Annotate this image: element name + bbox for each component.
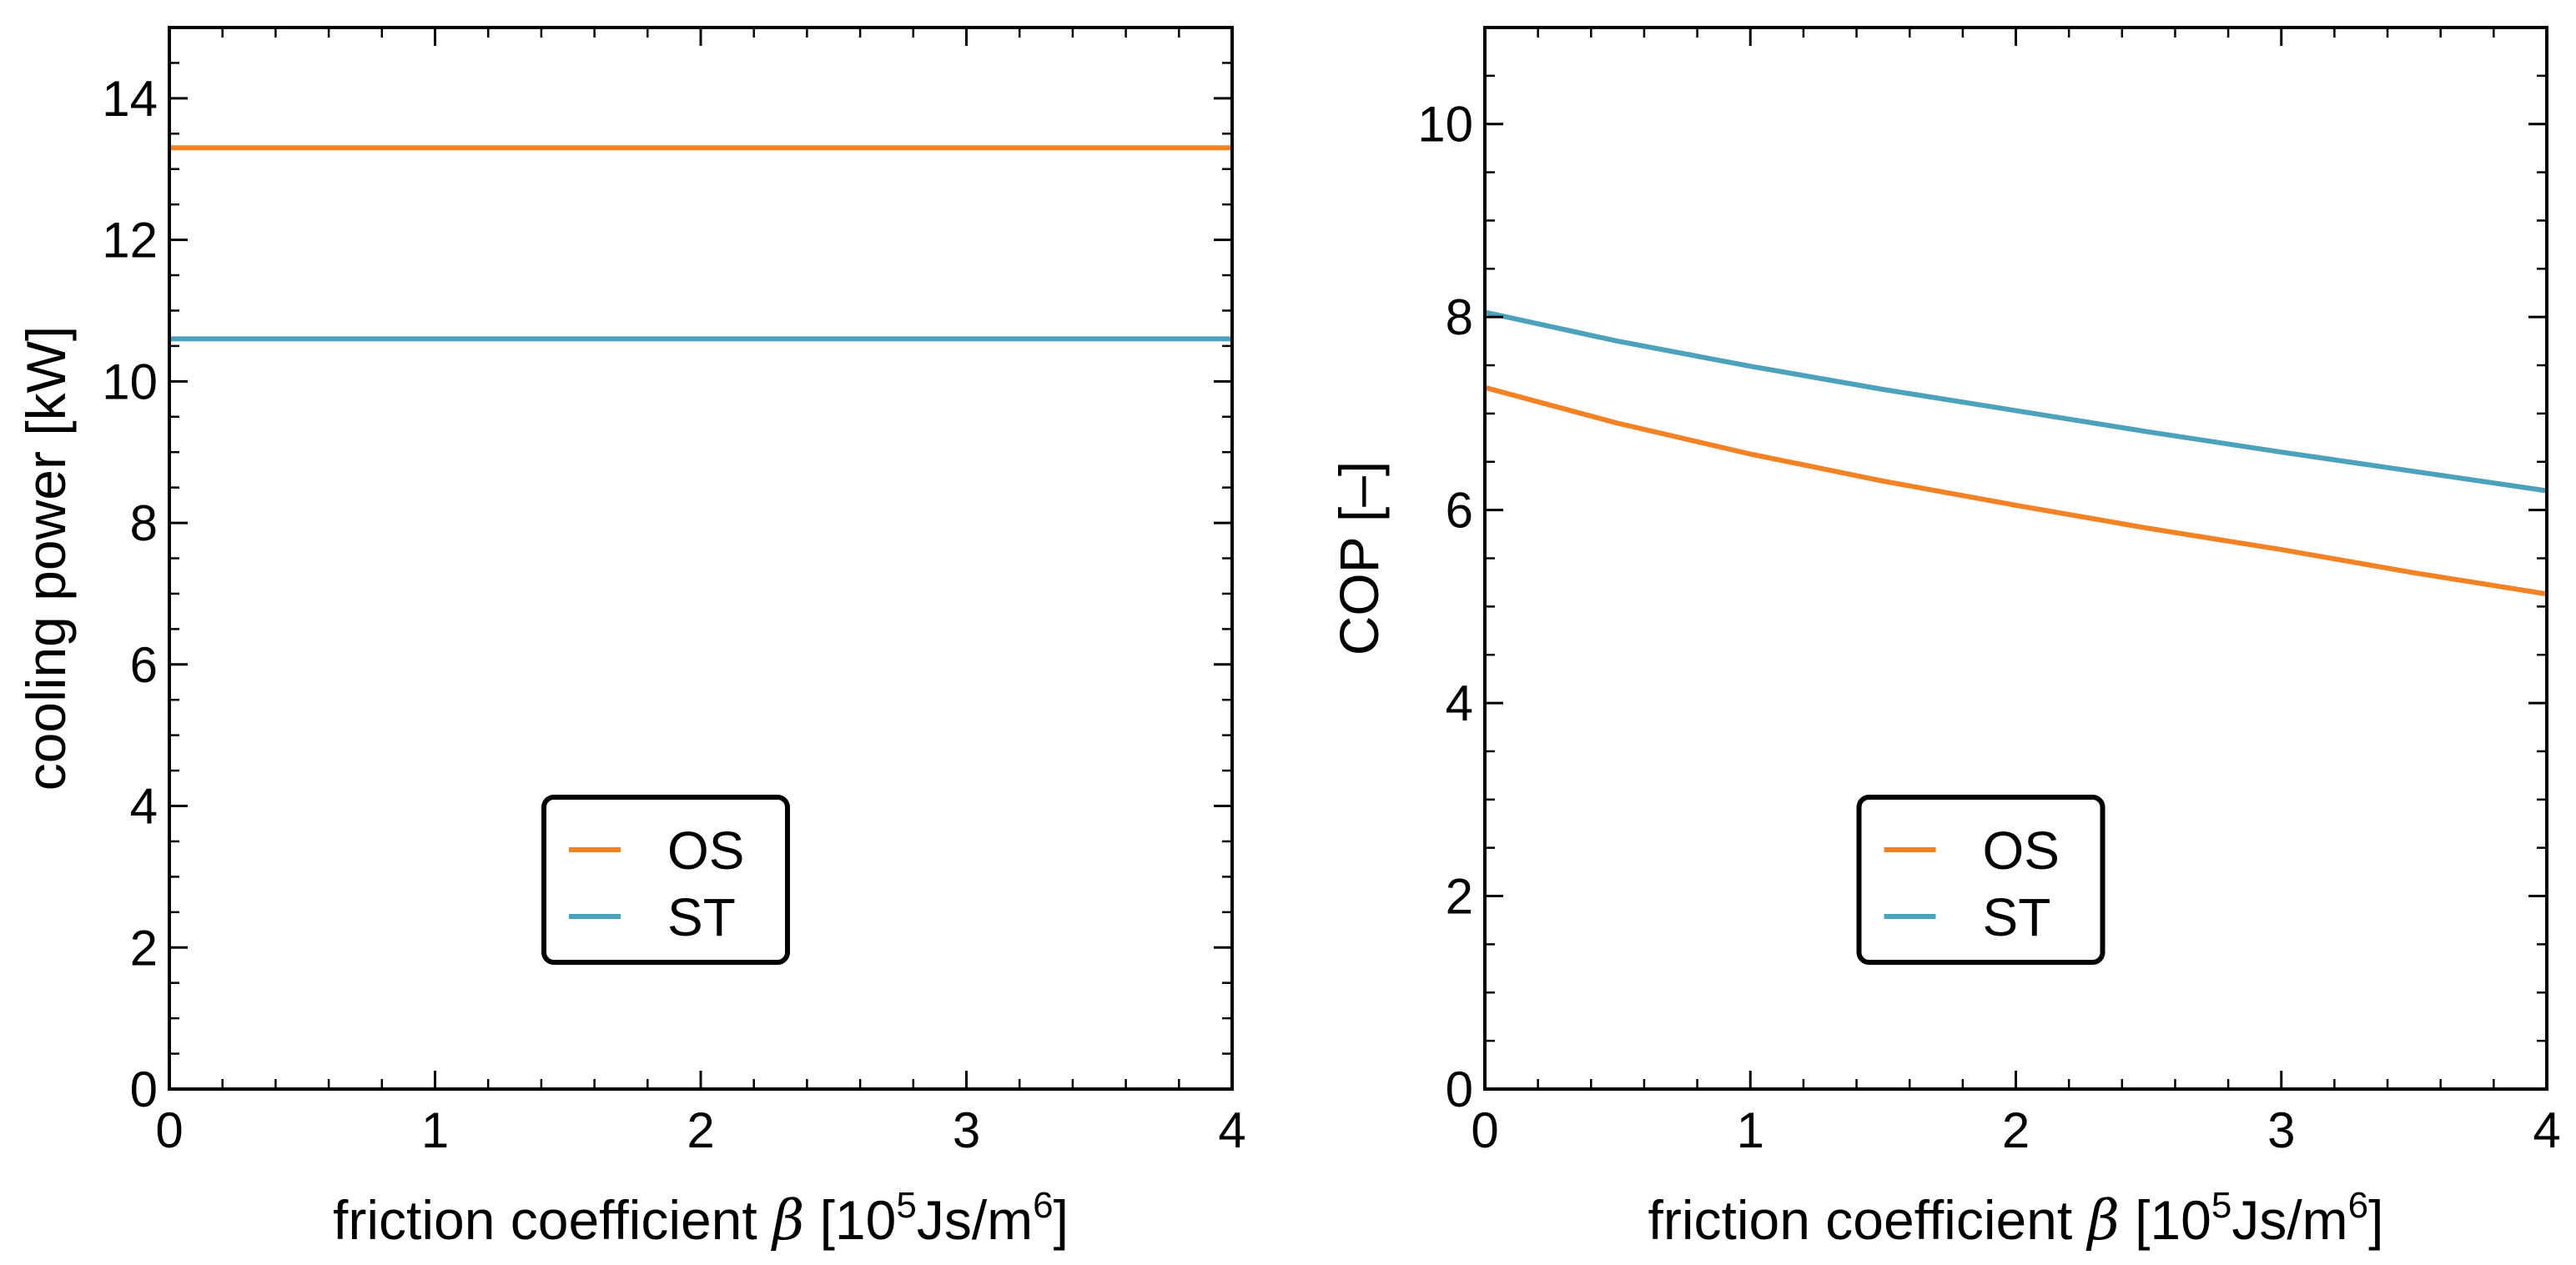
legend-label-st: ST xyxy=(1983,887,2051,947)
x-tick-label: 2 xyxy=(2002,1102,2030,1158)
legend-box xyxy=(541,795,790,965)
x-axis-label-symbol: β xyxy=(770,1188,804,1252)
x-axis-label-exp2: 6 xyxy=(1033,1185,1053,1226)
y-tick-label: 14 xyxy=(102,71,158,127)
x-axis-label-exp1: 5 xyxy=(896,1185,916,1226)
legend-box xyxy=(1856,795,2106,965)
y-tick-label: 8 xyxy=(130,495,158,551)
y-tick-label: 10 xyxy=(1417,97,1473,153)
x-tick-label: 0 xyxy=(155,1102,183,1158)
legend-label-st: ST xyxy=(667,887,736,947)
y-tick-label: 6 xyxy=(130,637,158,693)
plot-frame xyxy=(168,26,1234,1091)
x-tick-label: 1 xyxy=(421,1102,449,1158)
tick-labels: 0 1 2 3 4 0 2 4 6 8 10 xyxy=(1417,97,2560,1158)
x-axis-label-open: [10 xyxy=(2120,1189,2211,1251)
x-axis-label: friction coefficient β [105Js/m6] xyxy=(333,1185,1069,1252)
x-axis-label: friction coefficient β [105Js/m6] xyxy=(1648,1185,2384,1252)
y-tick-label: 4 xyxy=(130,779,158,835)
y-tick-label: 4 xyxy=(1446,675,1473,731)
legend-label-os: OS xyxy=(1983,821,2060,881)
y-tick-label: 0 xyxy=(1446,1062,1473,1117)
plot-frame xyxy=(1483,26,2548,1091)
x-tick-label: 2 xyxy=(687,1102,714,1158)
y-axis-label: cooling power [kW] xyxy=(15,326,77,791)
x-axis-label-close: ] xyxy=(2368,1189,2383,1251)
x-axis-label-open: [10 xyxy=(804,1189,896,1251)
x-tick-label: 3 xyxy=(953,1102,980,1158)
x-tick-label: 4 xyxy=(2533,1102,2560,1158)
y-axis-label: COP [–] xyxy=(1328,461,1390,656)
y-tick-label: 12 xyxy=(102,213,158,269)
x-axis-label-symbol: β xyxy=(2085,1188,2120,1252)
x-axis-label-exp1: 5 xyxy=(2211,1185,2231,1226)
legend-label-os: OS xyxy=(667,821,744,881)
chart-cop: 0 1 2 3 4 0 2 4 6 8 10 COP [–] friction coefficient … xyxy=(1328,26,2561,1252)
x-tick-label: 4 xyxy=(1218,1102,1245,1158)
x-axis-label-mid: Js/m xyxy=(2231,1189,2347,1251)
y-tick-label: 10 xyxy=(102,354,158,409)
x-axis-label-close: ] xyxy=(1054,1189,1069,1251)
x-axis-label-exp2: 6 xyxy=(2348,1185,2368,1226)
x-axis-label-mid: Js/m xyxy=(917,1189,1033,1251)
series-group xyxy=(169,145,1232,342)
x-axis-label-main: friction coefficient xyxy=(333,1189,772,1251)
y-tick-label: 0 xyxy=(130,1062,158,1117)
x-axis-label-main: friction coefficient xyxy=(1648,1189,2088,1251)
y-tick-label: 6 xyxy=(1446,483,1473,539)
y-tick-label: 8 xyxy=(1446,289,1473,345)
series-line-st xyxy=(1484,309,2548,494)
x-tick-label: 0 xyxy=(1471,1102,1498,1158)
y-tick-label: 2 xyxy=(1446,869,1473,925)
series-group xyxy=(1484,309,2548,597)
x-tick-label: 3 xyxy=(2267,1102,2295,1158)
x-tick-label: 1 xyxy=(1737,1102,1764,1158)
series-line-os xyxy=(1484,384,2548,597)
y-tick-label: 2 xyxy=(130,920,158,976)
